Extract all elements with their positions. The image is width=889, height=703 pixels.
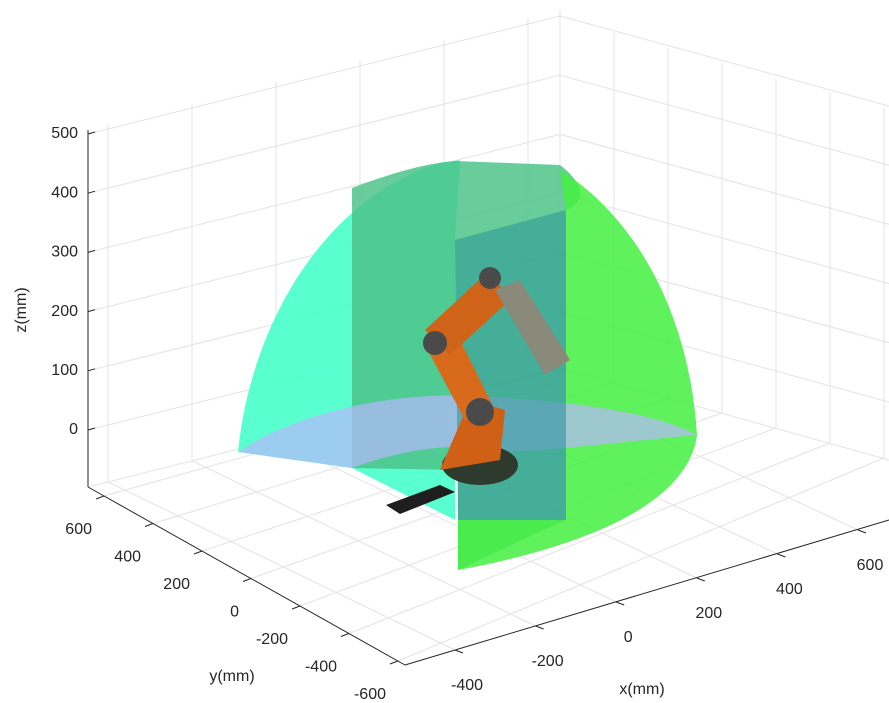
x-tick-label: 200 <box>695 605 722 622</box>
x-axis-label: x(mm) <box>619 681 664 698</box>
y-tick-label: 0 <box>230 604 239 621</box>
z-tick-label: 400 <box>51 184 78 201</box>
x-tick-label: 600 <box>857 557 884 574</box>
y-tick <box>194 551 202 554</box>
grid-line <box>560 134 889 224</box>
robot-joint <box>423 331 447 355</box>
y-tick <box>390 661 398 664</box>
x-tick <box>858 530 866 533</box>
x-tick <box>536 626 544 629</box>
x-tick <box>455 650 463 653</box>
x-tick-label: 0 <box>624 629 633 646</box>
y-tick <box>341 634 349 637</box>
robot-joint <box>466 398 494 426</box>
y-tick-label: 200 <box>163 576 190 593</box>
y-tick-label: 600 <box>65 521 92 538</box>
grid-line <box>88 16 560 134</box>
y-tick <box>243 579 251 582</box>
z-tick-label: 100 <box>51 362 78 379</box>
z-tick-label: 500 <box>51 125 78 142</box>
y-tick <box>96 496 104 499</box>
robot-joint <box>479 267 501 289</box>
grid-line <box>560 16 889 106</box>
y-axis <box>88 487 405 665</box>
x-tick-label: -200 <box>532 653 564 670</box>
y-tick-label: 400 <box>114 549 141 566</box>
y-tick-label: -600 <box>354 686 386 703</box>
x-tick-label: -400 <box>451 677 483 694</box>
grid-line <box>560 75 889 165</box>
x-tick-label: 400 <box>776 581 803 598</box>
z-tick-label: 0 <box>69 421 78 438</box>
chart: z(mm) y(mm) x(mm) 0 100 200 300 400 500 600 400… <box>0 0 889 703</box>
y-tick <box>292 606 300 609</box>
x-tick <box>616 602 624 605</box>
x-tick <box>777 554 785 557</box>
y-tick-label: -400 <box>305 659 337 676</box>
y-tick-label: -200 <box>256 631 288 648</box>
x-tick <box>697 578 705 581</box>
z-axis-label: z(mm) <box>13 287 30 332</box>
y-tick <box>145 524 153 527</box>
y-axis-label: y(mm) <box>209 668 254 685</box>
z-tick-label: 300 <box>51 244 78 261</box>
z-tick-label: 200 <box>51 303 78 320</box>
